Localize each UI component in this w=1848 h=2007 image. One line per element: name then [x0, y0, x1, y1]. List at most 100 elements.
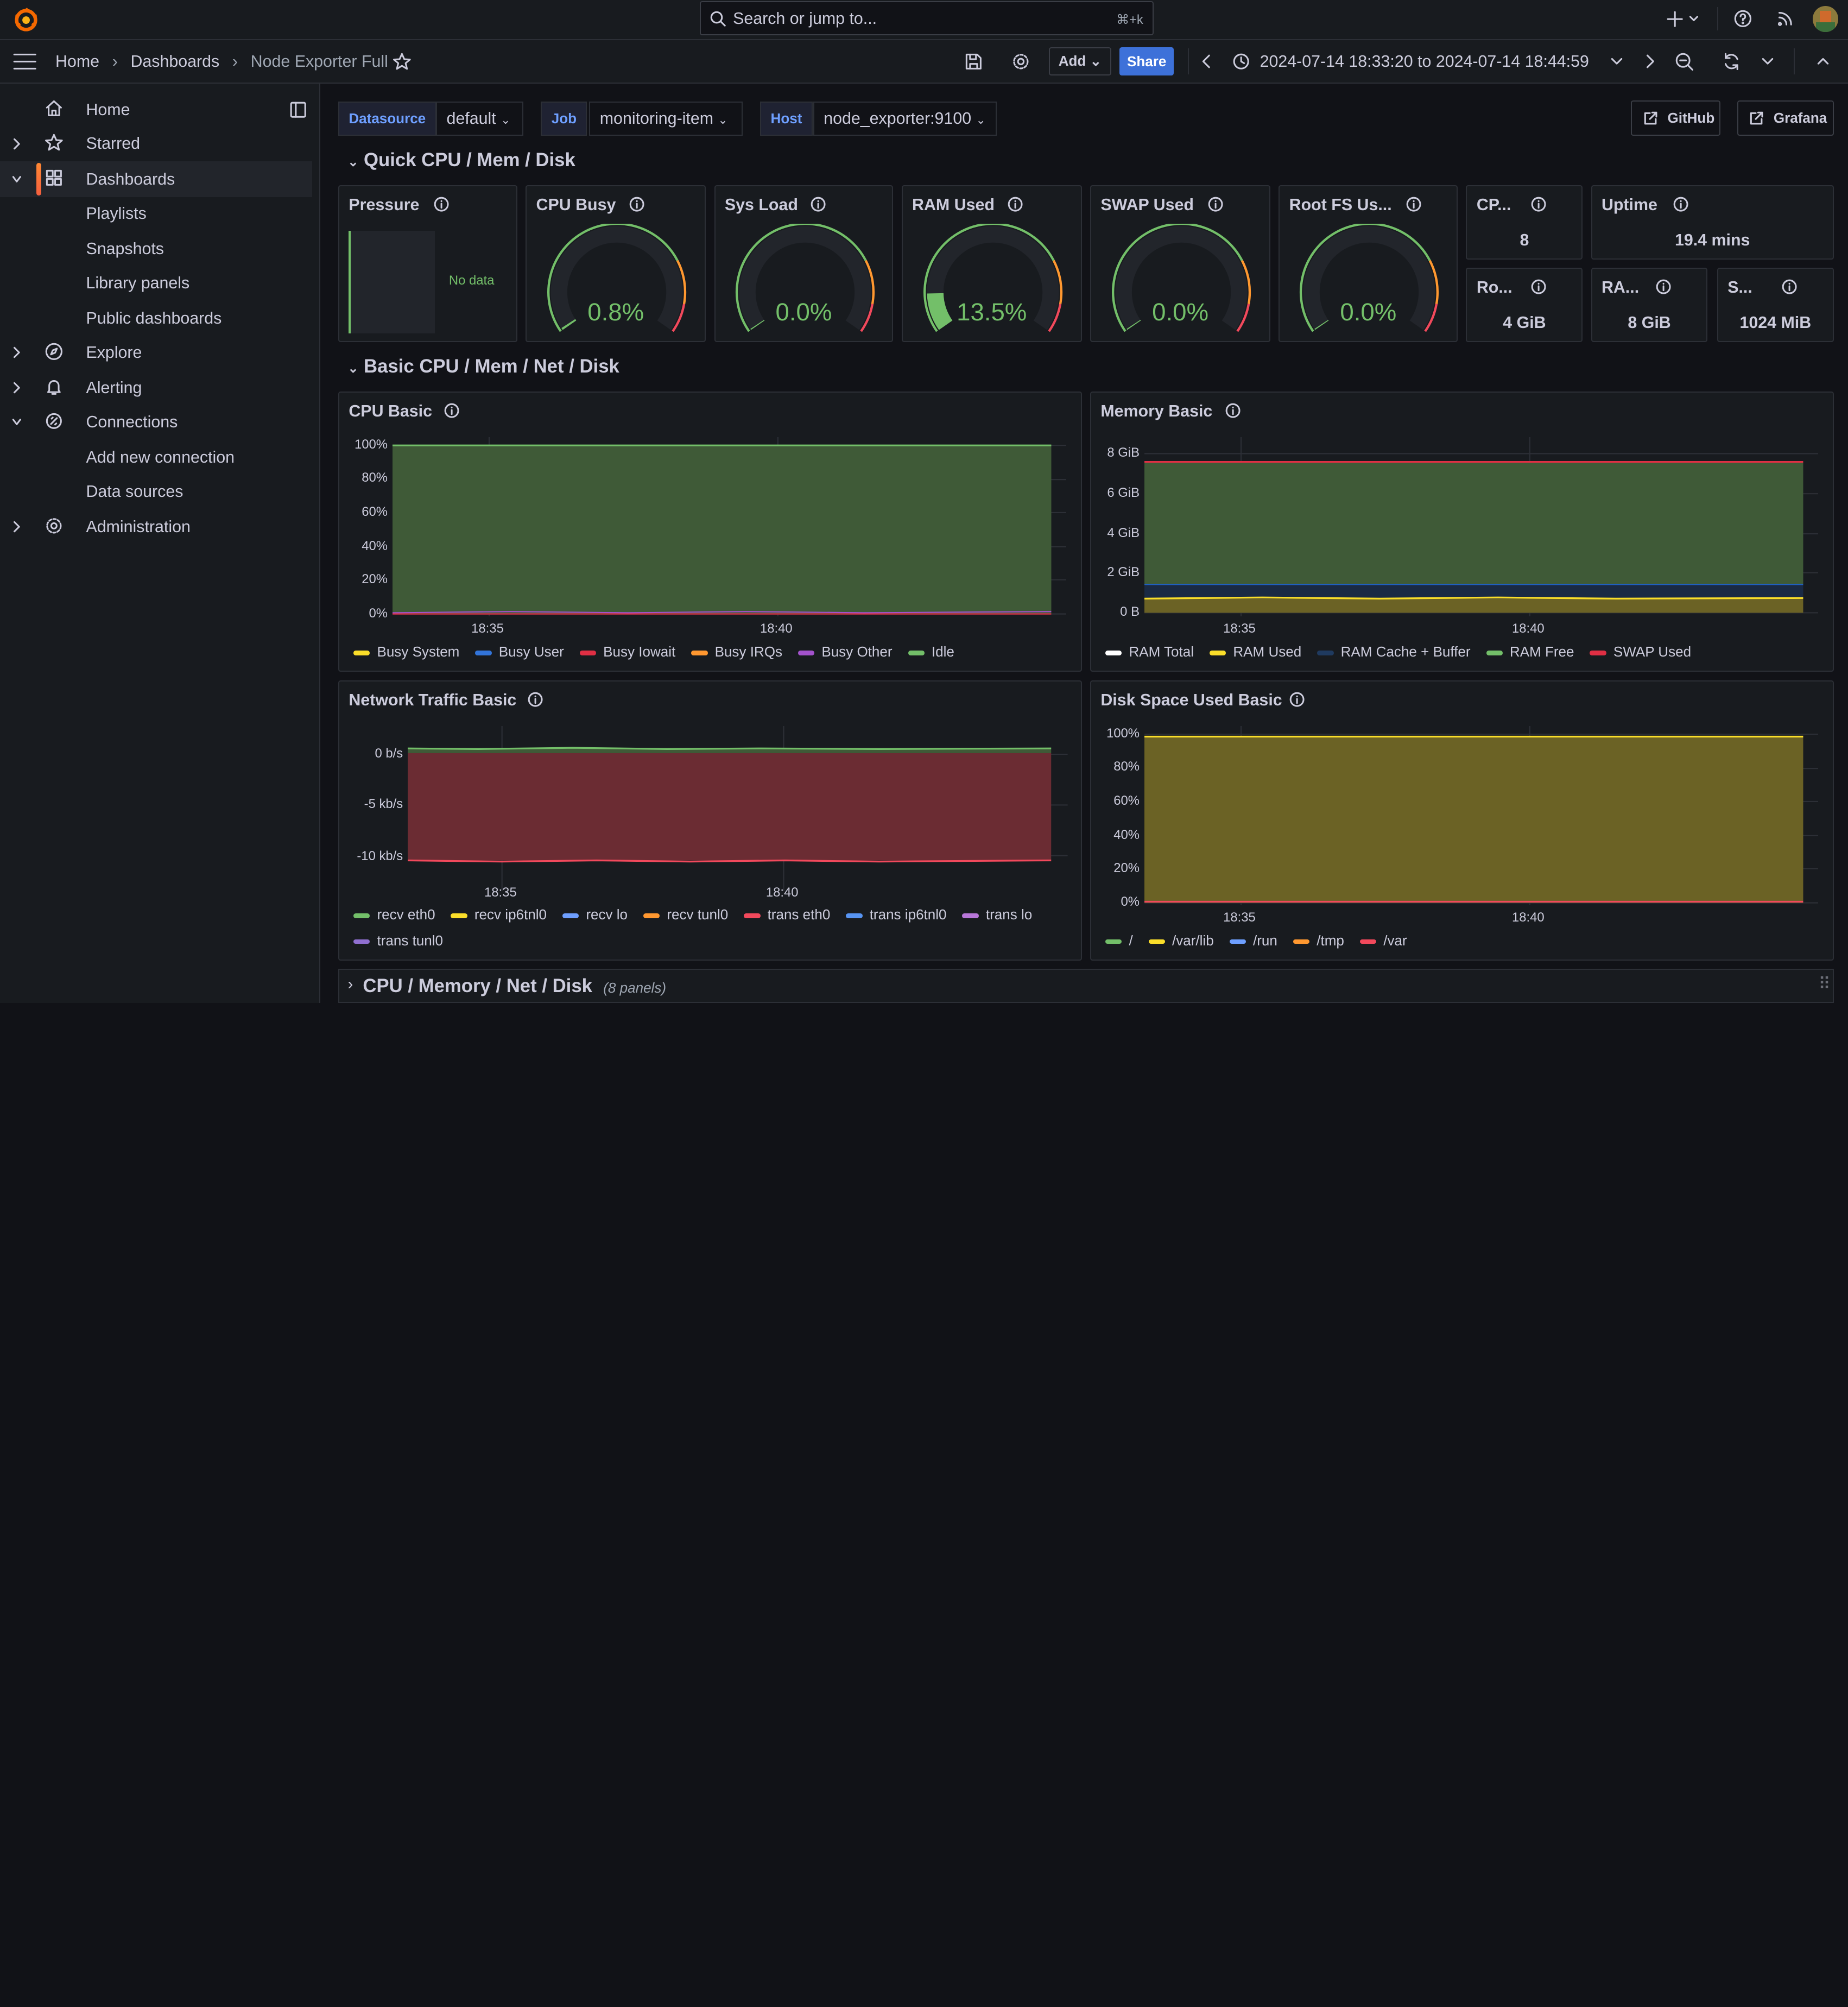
- sidebar-item-add-new-connection[interactable]: Add new connection: [0, 440, 312, 475]
- info-icon[interactable]: [1531, 279, 1546, 294]
- row-quick-cpu-mem-disk[interactable]: ⌄ Quick CPU / Mem / Disk: [347, 149, 575, 171]
- legend-item[interactable]: SWAP Used: [1590, 643, 1691, 660]
- x-tick-label: 18:35: [471, 621, 504, 636]
- grafana-logo-icon[interactable]: [12, 6, 40, 34]
- sidebar-item-starred[interactable]: Starred: [0, 126, 312, 161]
- settings-gear-icon[interactable]: [1011, 52, 1030, 71]
- info-icon[interactable]: [528, 692, 543, 707]
- drag-handle-icon[interactable]: ⠿: [1818, 975, 1831, 994]
- sidebar-item-label: Library panels: [86, 273, 190, 292]
- chevron-right-icon[interactable]: [11, 137, 23, 151]
- add-button[interactable]: Add ⌄: [1049, 47, 1112, 75]
- chevron-right-icon[interactable]: [11, 520, 23, 534]
- sidebar-item-dashboards[interactable]: Dashboards: [0, 161, 313, 197]
- info-icon[interactable]: [1406, 197, 1421, 212]
- zoom-out-icon[interactable]: [1675, 52, 1694, 71]
- refresh-icon[interactable]: [1722, 52, 1741, 71]
- legend-item[interactable]: recv ip6tnl0: [451, 906, 547, 923]
- apps-grid-icon: [46, 170, 62, 186]
- legend-item[interactable]: Idle: [908, 643, 954, 660]
- breadcrumb-dashboards[interactable]: Dashboards: [130, 52, 220, 71]
- info-icon[interactable]: [434, 197, 449, 212]
- legend-item[interactable]: recv eth0: [353, 906, 435, 923]
- legend-item[interactable]: recv lo: [562, 906, 628, 923]
- info-icon[interactable]: [1531, 197, 1546, 212]
- news-rss-icon[interactable]: [1776, 9, 1795, 28]
- chevron-right-icon[interactable]: [11, 345, 23, 359]
- time-range-picker[interactable]: 2024-07-14 18:33:20 to 2024-07-14 18:44:…: [1260, 52, 1589, 71]
- breadcrumb-home[interactable]: Home: [55, 52, 100, 71]
- legend-item[interactable]: /tmp: [1293, 932, 1344, 949]
- sidebar-item-connections[interactable]: Connections: [0, 405, 312, 440]
- collapse-chevron-up-icon[interactable]: [1816, 55, 1830, 67]
- cog-icon: [46, 518, 62, 534]
- info-icon[interactable]: [1782, 279, 1797, 294]
- sidebar-item-home[interactable]: Home: [0, 92, 312, 127]
- info-icon[interactable]: [1208, 197, 1223, 212]
- chevron-right-icon[interactable]: [11, 381, 23, 395]
- sidebar-item-playlists[interactable]: Playlists: [0, 195, 312, 231]
- dock-menu-icon[interactable]: [290, 102, 306, 118]
- sidebar-item-data-sources[interactable]: Data sources: [0, 474, 312, 509]
- save-icon[interactable]: [964, 52, 983, 71]
- legend-item[interactable]: /: [1105, 932, 1133, 949]
- trans-eth0-area: [407, 753, 1052, 861]
- legend-item[interactable]: Busy Iowait: [579, 643, 675, 660]
- legend-item[interactable]: /run: [1229, 932, 1277, 949]
- grafana-link[interactable]: Grafana: [1737, 100, 1834, 136]
- refresh-interval-chevron-down-icon[interactable]: [1761, 55, 1775, 67]
- star-icon[interactable]: [393, 52, 412, 71]
- search-input[interactable]: Search or jump to... ⌘+k: [700, 1, 1154, 36]
- legend-item[interactable]: RAM Cache + Buffer: [1317, 643, 1471, 660]
- recv-eth0-line: [407, 747, 1052, 750]
- job-variable-select[interactable]: monitoring-item ⌄: [589, 101, 743, 136]
- sidebar-item-alerting[interactable]: Alerting: [0, 370, 312, 406]
- plus-icon[interactable]: [1667, 11, 1700, 27]
- github-link[interactable]: GitHub: [1631, 100, 1721, 136]
- info-icon[interactable]: [1225, 403, 1241, 418]
- legend-item[interactable]: trans tunl0: [353, 932, 443, 949]
- sidebar-item-administration[interactable]: Administration: [0, 509, 312, 545]
- info-icon[interactable]: [1289, 692, 1305, 707]
- stat-panel-swap-total: S... 1024 MiB: [1717, 267, 1834, 342]
- legend-item[interactable]: RAM Free: [1486, 643, 1574, 660]
- sidebar-item-explore[interactable]: Explore: [0, 335, 312, 370]
- legend-item[interactable]: recv tunl0: [643, 906, 728, 923]
- legend-item[interactable]: Busy System: [353, 643, 459, 660]
- sidebar-item-public-dashboards[interactable]: Public dashboards: [0, 301, 312, 336]
- info-icon[interactable]: [444, 403, 459, 418]
- time-range-chevron-down-icon[interactable]: [1610, 55, 1624, 67]
- legend-item[interactable]: Busy IRQs: [691, 643, 782, 660]
- disk-space-chart: [1144, 726, 1819, 905]
- info-icon[interactable]: [1656, 279, 1671, 294]
- info-icon[interactable]: [629, 197, 644, 212]
- time-forward-chevron-icon[interactable]: [1644, 54, 1656, 68]
- sidebar-item-snapshots[interactable]: Snapshots: [0, 231, 312, 266]
- ram-cache-buffer-area: [1144, 584, 1803, 599]
- legend-item[interactable]: Busy User: [475, 643, 564, 660]
- y-tick-label: 8 GiB: [1107, 445, 1140, 460]
- host-variable-select[interactable]: node_exporter:9100 ⌄: [813, 101, 997, 136]
- legend-item[interactable]: RAM Used: [1209, 643, 1301, 660]
- info-icon[interactable]: [1008, 197, 1023, 212]
- user-avatar[interactable]: [1812, 5, 1839, 32]
- sidebar-item-library-panels[interactable]: Library panels: [0, 265, 312, 300]
- share-button[interactable]: Share: [1119, 47, 1174, 75]
- legend-item[interactable]: trans eth0: [744, 906, 830, 923]
- row-basic-cpu-mem-net-disk[interactable]: ⌄ Basic CPU / Mem / Net / Disk: [347, 356, 619, 377]
- row-cpu-memory-net-disk[interactable]: › CPU / Memory / Net / Disk (8 panels) ⠿: [338, 969, 1834, 1004]
- chevron-down-icon[interactable]: [11, 172, 23, 186]
- info-icon[interactable]: [811, 197, 826, 212]
- help-icon[interactable]: [1733, 9, 1752, 28]
- legend-item[interactable]: Busy Other: [798, 643, 893, 660]
- legend-item[interactable]: RAM Total: [1105, 643, 1194, 660]
- legend-item[interactable]: trans ip6tnl0: [846, 906, 947, 923]
- menu-icon[interactable]: [13, 52, 36, 71]
- legend-item[interactable]: trans lo: [962, 906, 1032, 923]
- time-back-chevron-icon[interactable]: [1201, 54, 1213, 68]
- datasource-variable-select[interactable]: default ⌄: [436, 101, 523, 136]
- chevron-down-icon[interactable]: [11, 415, 23, 429]
- legend-item[interactable]: /var: [1359, 932, 1407, 949]
- legend-item[interactable]: /var/lib: [1148, 932, 1214, 949]
- info-icon[interactable]: [1673, 197, 1688, 212]
